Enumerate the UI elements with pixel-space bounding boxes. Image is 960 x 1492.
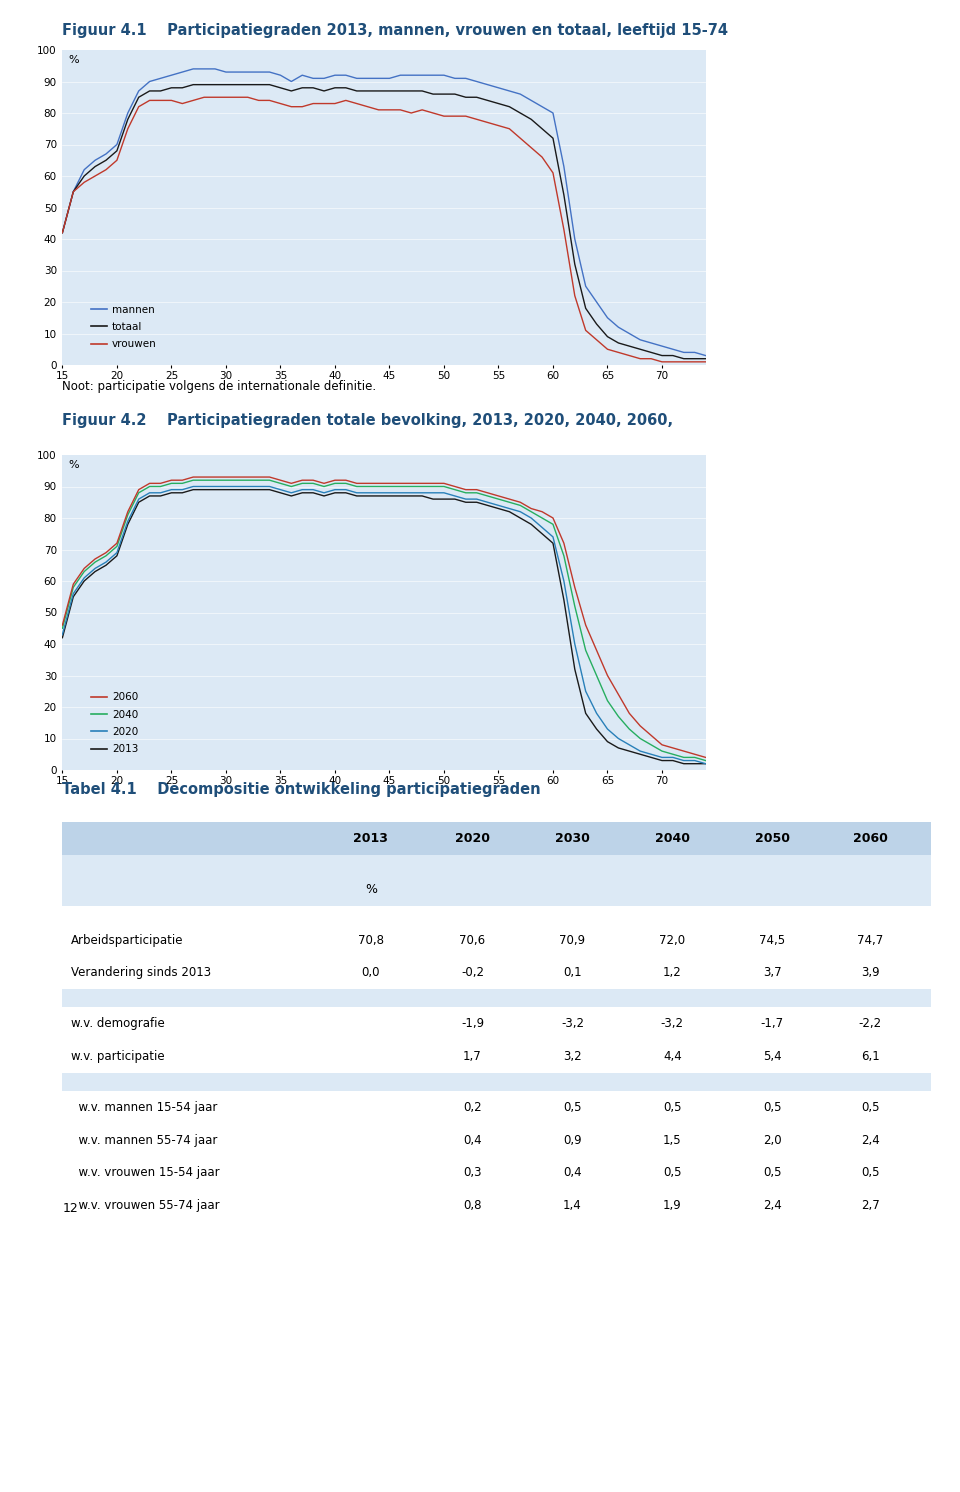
Bar (62, 906, 931, 924)
Text: 1,2: 1,2 (663, 967, 682, 979)
Text: 0,1: 0,1 (564, 967, 582, 979)
Text: 3,7: 3,7 (763, 967, 781, 979)
Text: 72,0: 72,0 (660, 934, 685, 946)
Text: w.v. mannen 55-74 jaar: w.v. mannen 55-74 jaar (71, 1134, 218, 1147)
Text: -3,2: -3,2 (561, 1018, 584, 1029)
Text: 70,6: 70,6 (460, 934, 486, 946)
Text: 70,8: 70,8 (358, 934, 384, 946)
Text: %: % (69, 460, 80, 470)
Text: 2,0: 2,0 (763, 1134, 781, 1147)
Text: %: % (69, 55, 80, 64)
Text: 0,5: 0,5 (861, 1101, 879, 1115)
Bar (62, 1007, 931, 1040)
Text: 2,7: 2,7 (861, 1200, 879, 1213)
Text: w.v. mannen 15-54 jaar: w.v. mannen 15-54 jaar (71, 1101, 218, 1115)
Text: 12: 12 (62, 1203, 78, 1214)
Bar (62, 1091, 931, 1123)
Text: %: % (365, 883, 377, 895)
Bar (62, 989, 931, 1007)
Text: Figuur 4.1    Participatiegraden 2013, mannen, vrouwen en totaal, leeftijd 15-74: Figuur 4.1 Participatiegraden 2013, mann… (62, 22, 729, 37)
Text: 2040: 2040 (655, 833, 690, 844)
Bar (62, 1040, 931, 1073)
Text: 2020: 2020 (455, 833, 490, 844)
Text: 2013: 2013 (353, 833, 388, 844)
Text: -1,9: -1,9 (461, 1018, 484, 1029)
Text: 0,9: 0,9 (564, 1134, 582, 1147)
Text: w.v. vrouwen 55-74 jaar: w.v. vrouwen 55-74 jaar (71, 1200, 220, 1213)
Legend: mannen, totaal, vrouwen: mannen, totaal, vrouwen (87, 300, 161, 354)
Text: -0,2: -0,2 (461, 967, 484, 979)
Bar (62, 1189, 931, 1222)
Bar (62, 873, 931, 906)
Text: 5,4: 5,4 (763, 1050, 781, 1062)
Text: 0,5: 0,5 (663, 1167, 682, 1180)
Text: 6,1: 6,1 (861, 1050, 879, 1062)
Text: 0,5: 0,5 (763, 1101, 781, 1115)
Text: 0,3: 0,3 (464, 1167, 482, 1180)
Text: Figuur 4.2    Participatiegraden totale bevolking, 2013, 2020, 2040, 2060,: Figuur 4.2 Participatiegraden totale bev… (62, 412, 674, 428)
Bar (62, 1073, 931, 1091)
Text: 0,2: 0,2 (463, 1101, 482, 1115)
Legend: 2060, 2040, 2020, 2013: 2060, 2040, 2020, 2013 (87, 688, 142, 758)
Text: 70,9: 70,9 (560, 934, 586, 946)
Text: 4,4: 4,4 (663, 1050, 682, 1062)
Text: Noot: participatie volgens de internationale definitie.: Noot: participatie volgens de internatio… (62, 380, 376, 392)
Text: 0,0: 0,0 (362, 967, 380, 979)
Bar (62, 924, 931, 956)
Text: 74,7: 74,7 (857, 934, 883, 946)
Text: 0,5: 0,5 (564, 1101, 582, 1115)
Text: Tabel 4.1    Decompositie ontwikkeling participatiegraden: Tabel 4.1 Decompositie ontwikkeling part… (62, 782, 541, 797)
Bar (62, 1123, 931, 1156)
Text: 3,9: 3,9 (861, 967, 879, 979)
Text: 1,5: 1,5 (663, 1134, 682, 1147)
Bar (62, 956, 931, 989)
Text: 3,2: 3,2 (564, 1050, 582, 1062)
Text: 1,9: 1,9 (663, 1200, 682, 1213)
Text: 0,4: 0,4 (463, 1134, 482, 1147)
Text: 2030: 2030 (555, 833, 589, 844)
Bar (62, 855, 931, 873)
Text: 0,5: 0,5 (861, 1167, 879, 1180)
Text: 1,4: 1,4 (563, 1200, 582, 1213)
Text: w.v. participatie: w.v. participatie (71, 1050, 165, 1062)
Text: 0,5: 0,5 (763, 1167, 781, 1180)
Text: 0,5: 0,5 (663, 1101, 682, 1115)
Text: Verandering sinds 2013: Verandering sinds 2013 (71, 967, 211, 979)
Text: 0,4: 0,4 (564, 1167, 582, 1180)
Text: w.v. demografie: w.v. demografie (71, 1018, 165, 1029)
Text: 2060: 2060 (852, 833, 888, 844)
Bar (62, 822, 931, 855)
Bar (62, 1156, 931, 1189)
Text: 0,8: 0,8 (464, 1200, 482, 1213)
Text: 2,4: 2,4 (763, 1200, 781, 1213)
Text: 74,5: 74,5 (759, 934, 785, 946)
Text: 2,4: 2,4 (861, 1134, 879, 1147)
Text: Arbeidsparticipatie: Arbeidsparticipatie (71, 934, 183, 946)
Text: w.v. vrouwen 15-54 jaar: w.v. vrouwen 15-54 jaar (71, 1167, 220, 1180)
Text: 2050: 2050 (755, 833, 790, 844)
Text: -2,2: -2,2 (859, 1018, 882, 1029)
Text: -3,2: -3,2 (660, 1018, 684, 1029)
Text: -1,7: -1,7 (760, 1018, 783, 1029)
Text: 1,7: 1,7 (463, 1050, 482, 1062)
